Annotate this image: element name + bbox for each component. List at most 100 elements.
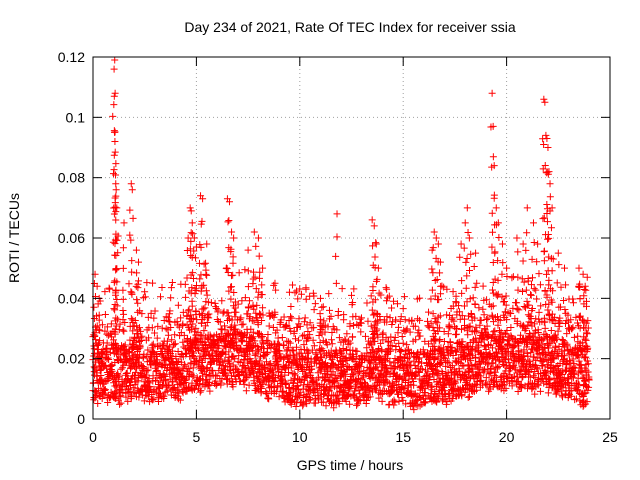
data-point [163, 387, 171, 395]
data-point [165, 382, 173, 390]
data-point [424, 380, 432, 388]
data-point [265, 322, 273, 330]
data-point [294, 336, 302, 344]
data-point [202, 340, 210, 348]
data-point [390, 297, 398, 305]
data-point [327, 312, 335, 320]
data-point [320, 391, 328, 399]
data-point [434, 393, 442, 401]
data-point [434, 371, 442, 379]
data-point [153, 334, 161, 342]
data-point [93, 322, 101, 330]
data-point [274, 334, 282, 342]
x-tick-label: 10 [292, 429, 308, 445]
data-point [295, 392, 303, 400]
data-point [374, 366, 382, 374]
data-point [116, 320, 124, 328]
data-point [308, 365, 316, 373]
data-point [225, 359, 233, 367]
data-point [448, 314, 456, 322]
data-point [212, 340, 220, 348]
data-point [222, 370, 230, 378]
data-point [328, 340, 336, 348]
data-point [152, 368, 160, 376]
data-point [360, 378, 368, 386]
data-point [475, 304, 483, 312]
data-point [319, 398, 327, 406]
data-point [292, 343, 300, 351]
data-point [394, 323, 402, 331]
data-point [291, 335, 299, 343]
data-point [125, 280, 133, 288]
data-point [292, 403, 300, 411]
y-tick-label: 0.08 [58, 170, 85, 186]
data-point [391, 398, 399, 406]
data-point [404, 345, 412, 353]
data-point [294, 381, 302, 389]
data-point [207, 299, 215, 307]
data-point [357, 362, 365, 370]
data-point [305, 387, 313, 395]
data-point [343, 330, 351, 338]
data-point [160, 317, 168, 325]
data-point [179, 320, 187, 328]
data-point [243, 373, 251, 381]
data-point [417, 383, 425, 391]
data-point [403, 325, 411, 333]
chart-title: Day 234 of 2021, Rate Of TEC Index for r… [184, 19, 515, 35]
data-point [286, 392, 294, 400]
x-tick-label: 0 [89, 429, 97, 445]
data-point [443, 311, 451, 319]
data-point [448, 346, 456, 354]
data-point [196, 275, 204, 283]
data-point [190, 372, 198, 380]
data-point [153, 366, 161, 374]
data-point [483, 316, 491, 324]
data-point [331, 371, 339, 379]
data-point [168, 359, 176, 367]
data-point [226, 344, 234, 352]
data-point [350, 285, 358, 293]
data-point [177, 314, 185, 322]
data-point [157, 349, 165, 357]
data-point [288, 346, 296, 354]
data-point [340, 311, 348, 319]
data-point [385, 292, 393, 300]
data-point [144, 346, 152, 354]
data-point [150, 314, 158, 322]
data-point [485, 370, 493, 378]
data-point [231, 321, 239, 329]
data-point [288, 314, 296, 322]
x-tick-label: 25 [602, 429, 618, 445]
data-point [375, 394, 383, 402]
data-point [491, 372, 499, 380]
data-point [241, 266, 249, 274]
y-tick-label: 0.12 [58, 49, 85, 65]
data-point [105, 356, 113, 364]
data-point [242, 387, 250, 395]
data-point [255, 347, 263, 355]
data-point [400, 293, 408, 301]
data-point [104, 399, 112, 407]
data-point [492, 363, 500, 371]
data-point [394, 390, 402, 398]
data-point [213, 348, 221, 356]
data-point [451, 378, 459, 386]
data-point [368, 341, 376, 349]
data-point [258, 384, 266, 392]
data-point [415, 354, 423, 362]
data-point [149, 344, 157, 352]
data-point [146, 383, 154, 391]
data-point [393, 300, 401, 308]
data-point [383, 297, 391, 305]
data-point [391, 333, 399, 341]
data-point [231, 355, 239, 363]
data-point [205, 310, 213, 318]
data-point [278, 333, 286, 341]
data-point [395, 397, 403, 405]
data-point [318, 354, 326, 362]
data-point [103, 339, 111, 347]
data-point [322, 402, 330, 410]
data-point [314, 388, 322, 396]
